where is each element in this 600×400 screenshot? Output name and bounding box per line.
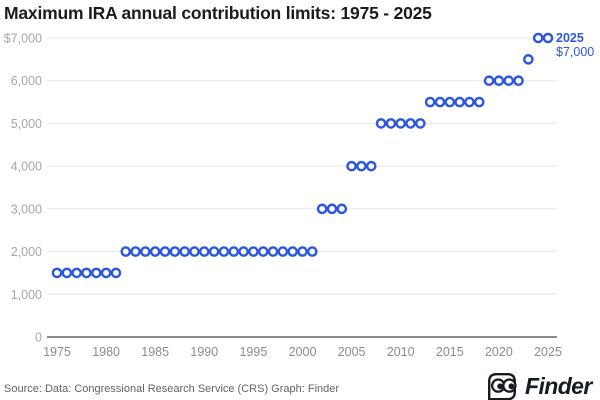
data-point xyxy=(316,203,328,215)
data-point xyxy=(365,160,377,172)
data-point xyxy=(405,118,416,129)
y-tick-label: 3,000 xyxy=(11,202,42,216)
data-point xyxy=(395,118,407,129)
data-point xyxy=(140,246,151,257)
data-point xyxy=(130,246,141,257)
data-point xyxy=(444,96,456,108)
last-point-annotation: 2025 $7,000 xyxy=(556,31,600,59)
data-point xyxy=(120,246,132,257)
source-note: Source: Data: Congressional Research Ser… xyxy=(4,383,340,395)
data-point xyxy=(287,246,298,257)
data-point xyxy=(542,32,554,44)
data-point xyxy=(159,246,171,257)
data-point xyxy=(336,203,348,215)
data-point xyxy=(267,246,279,257)
data-point xyxy=(503,75,515,87)
data-point xyxy=(51,267,63,279)
data-point xyxy=(248,246,259,257)
y-tick-label: 2,000 xyxy=(11,245,42,259)
y-tick-label: 6,000 xyxy=(11,74,42,88)
data-point xyxy=(356,160,367,172)
data-point xyxy=(415,118,426,129)
data-point xyxy=(385,118,397,129)
annotation-value-label: $7,000 xyxy=(556,45,595,59)
data-point xyxy=(169,246,181,257)
data-point xyxy=(424,96,436,108)
y-tick-label: 5,000 xyxy=(11,117,42,131)
data-point xyxy=(61,267,73,279)
data-point xyxy=(277,246,289,257)
y-tick-label: $7,000 xyxy=(4,32,42,46)
data-point xyxy=(257,246,269,257)
data-point xyxy=(375,118,387,129)
data-point xyxy=(100,267,112,279)
x-tick-label: 1990 xyxy=(190,345,218,359)
chart-title: Maximum IRA annual contribution limits: … xyxy=(4,3,432,23)
data-point xyxy=(208,246,220,257)
data-point xyxy=(523,54,534,65)
data-point xyxy=(483,75,495,87)
x-tick-label: 1985 xyxy=(141,345,169,359)
data-point xyxy=(532,32,544,44)
data-point xyxy=(71,267,82,279)
data-point xyxy=(434,96,446,108)
data-point xyxy=(81,267,92,279)
ira-contribution-scatter-chart: $7,000 6,000 5,000 4,000 3,000 2,000 1,000 0197… xyxy=(4,32,562,360)
finder-logo: Finder xyxy=(486,372,592,400)
data-point xyxy=(110,267,122,279)
x-tick-label: 2005 xyxy=(338,345,366,359)
data-point xyxy=(473,96,485,108)
x-tick-label: 2025 xyxy=(534,345,562,359)
data-point xyxy=(493,75,505,87)
data-point xyxy=(464,96,475,108)
x-tick-label: 1995 xyxy=(239,345,267,359)
x-tick-label: 2015 xyxy=(436,345,464,359)
data-point xyxy=(513,75,524,87)
data-point xyxy=(326,203,338,215)
x-tick-label: 1980 xyxy=(92,345,120,359)
data-point xyxy=(346,160,357,172)
finder-eyes-icon xyxy=(488,373,517,400)
x-tick-label: 1975 xyxy=(43,345,71,359)
data-point xyxy=(198,246,210,257)
data-point xyxy=(238,246,249,257)
y-tick-label: 1,000 xyxy=(11,288,42,302)
x-tick-label: 2020 xyxy=(485,345,513,359)
data-point xyxy=(179,246,190,257)
data-point xyxy=(149,246,161,257)
y-tick-label: 4,000 xyxy=(11,160,42,174)
finder-logo-text: Finder xyxy=(525,373,592,399)
data-point xyxy=(189,246,200,257)
x-tick-label: 2010 xyxy=(387,345,415,359)
y-tick-label: 0 xyxy=(35,331,42,345)
data-point xyxy=(90,267,102,279)
data-point xyxy=(307,246,318,257)
data-point xyxy=(454,96,465,108)
data-point xyxy=(228,246,240,257)
x-tick-label: 2000 xyxy=(289,345,317,359)
annotation-year-label: 2025 xyxy=(556,31,584,45)
data-point xyxy=(297,246,308,257)
data-point xyxy=(218,246,230,257)
